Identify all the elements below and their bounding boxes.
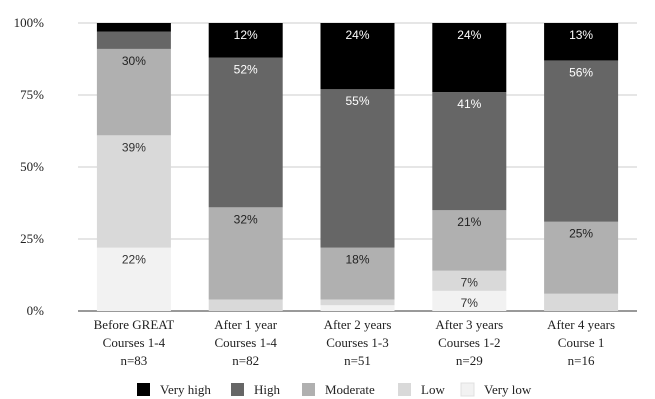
data-label: 41% <box>457 97 481 111</box>
data-label: 22% <box>122 253 146 267</box>
bar-segment <box>544 293 619 311</box>
data-label: 55% <box>345 94 369 108</box>
category-label-line: Courses 1-4 <box>214 335 277 350</box>
bar-segment <box>208 23 283 58</box>
data-label: 12% <box>234 28 258 42</box>
y-tick-label: 100% <box>14 15 45 30</box>
bar-segment <box>208 57 283 208</box>
data-label: 13% <box>569 28 593 42</box>
legend: Very high High Moderate Low Very low <box>137 382 532 397</box>
bar-segment <box>320 247 395 300</box>
category-label-line: After 3 years <box>435 317 503 332</box>
bar-segment <box>96 23 171 32</box>
legend-label: Low <box>421 382 445 397</box>
category-label-line: Courses 1-3 <box>326 335 388 350</box>
data-label: 18% <box>345 253 369 267</box>
bar-segment <box>96 247 171 311</box>
data-labels: 22% 39% 30% 32% 52% 12% 18% 55% 24% 7% 7% 21% 41% 24%… <box>122 28 594 310</box>
bar-segment <box>432 92 507 211</box>
bar-segment <box>544 221 619 294</box>
y-axis: 0% 25% 50% 75% 100% <box>14 15 45 318</box>
bar-segment <box>96 135 171 248</box>
legend-swatch <box>460 382 475 397</box>
legend-label: Very low <box>484 382 532 397</box>
legend-item: Low <box>398 382 445 397</box>
bars <box>96 23 619 311</box>
data-label: 39% <box>122 140 146 154</box>
bar-segment <box>320 23 395 90</box>
data-label: 52% <box>234 63 258 77</box>
legend-swatch <box>137 383 150 396</box>
legend-item: Very high <box>137 382 211 397</box>
bar-segment <box>208 207 283 300</box>
y-tick-label: 25% <box>20 231 44 246</box>
legend-label: Moderate <box>325 382 375 397</box>
category-label: After 1 year Courses 1-4 n=82 <box>214 317 277 368</box>
bar-segment <box>432 270 507 291</box>
legend-item: High <box>231 382 281 397</box>
x-axis: Before GREAT Courses 1-4 n=83 After 1 year C… <box>94 317 615 368</box>
legend-label: High <box>254 382 281 397</box>
bar-segment <box>208 299 283 311</box>
category-label-line: After 4 years <box>547 317 615 332</box>
data-label: 25% <box>569 227 593 241</box>
category-label-line: After 1 year <box>214 317 277 332</box>
bar-segment <box>432 23 507 93</box>
category-label-line: Courses 1-2 <box>438 335 500 350</box>
data-label: 24% <box>345 28 369 42</box>
legend-item: Very low <box>460 382 532 397</box>
category-label-line: n=29 <box>456 353 483 368</box>
data-label: 21% <box>457 215 481 229</box>
category-label-line: n=82 <box>232 353 259 368</box>
legend-label: Very high <box>160 382 211 397</box>
y-tick-label: 75% <box>20 87 44 102</box>
bar-segment <box>96 31 171 49</box>
category-label-line: n=83 <box>120 353 147 368</box>
bar-segment <box>432 210 507 271</box>
data-label: 7% <box>461 296 479 310</box>
category-label-line: Course 1 <box>558 335 605 350</box>
category-label-line: Before GREAT <box>94 317 175 332</box>
legend-swatch <box>302 383 315 396</box>
bar-segment <box>544 23 619 61</box>
y-tick-label: 50% <box>20 159 44 174</box>
category-label: After 2 years Courses 1-3 n=51 <box>324 317 392 368</box>
legend-item: Moderate <box>302 382 375 397</box>
bar-segment <box>320 305 395 311</box>
category-label-line: n=16 <box>568 353 595 368</box>
bar-segment <box>320 299 395 306</box>
data-label: 32% <box>234 212 258 226</box>
bar-segment <box>96 48 171 136</box>
bar-segment <box>544 60 619 222</box>
category-label-line: Courses 1-4 <box>103 335 166 350</box>
legend-swatch <box>398 383 411 396</box>
category-label: After 3 years Courses 1-2 n=29 <box>435 317 503 368</box>
bar-segment <box>320 89 395 248</box>
category-label: After 4 years Course 1 n=16 <box>547 317 615 368</box>
category-label: Before GREAT Courses 1-4 n=83 <box>94 317 175 368</box>
category-label-line: n=51 <box>344 353 371 368</box>
data-label: 7% <box>461 276 479 290</box>
data-label: 30% <box>122 54 146 68</box>
legend-swatch <box>231 383 244 396</box>
bar-segment <box>432 290 507 311</box>
data-label: 24% <box>457 28 481 42</box>
y-tick-label: 0% <box>27 303 45 318</box>
data-label: 56% <box>569 65 593 79</box>
category-label-line: After 2 years <box>324 317 392 332</box>
